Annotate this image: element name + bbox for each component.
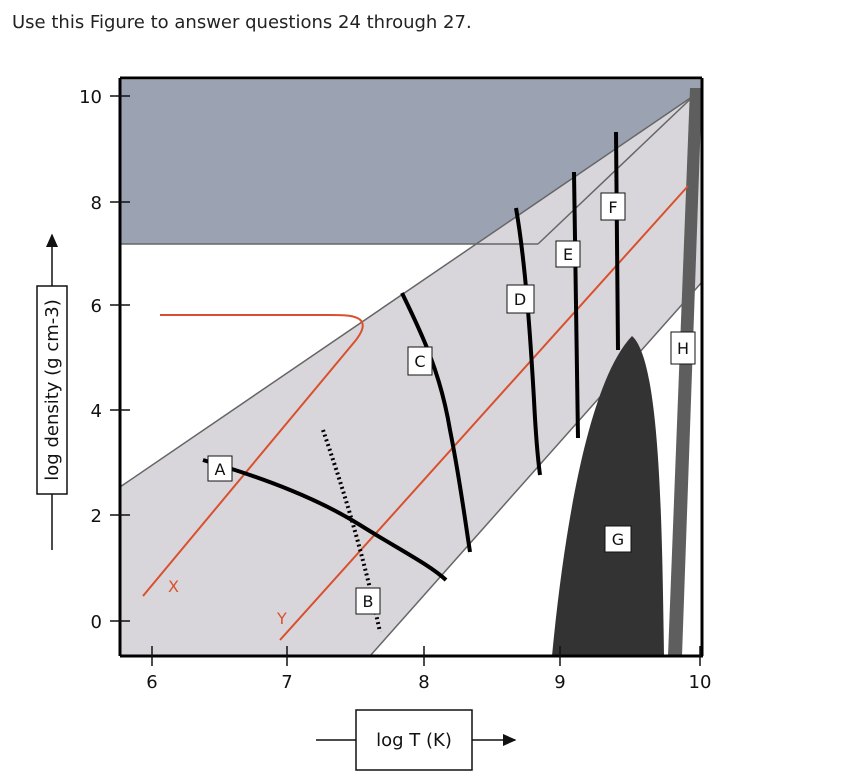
svg-text:D: D bbox=[514, 290, 526, 309]
y-axis-title: log density (g cm-3) bbox=[42, 299, 63, 480]
label-e: E bbox=[555, 240, 581, 268]
curve-a bbox=[202, 458, 448, 582]
curve-f bbox=[614, 131, 620, 351]
y-tick-10: 10 bbox=[79, 87, 102, 108]
curve-e bbox=[572, 171, 580, 439]
y-axis-title-group: log density (g cm-3) bbox=[36, 233, 68, 550]
x-tick-8: 8 bbox=[418, 672, 429, 693]
x-axis-title: log T (K) bbox=[376, 730, 452, 751]
label-c: C bbox=[407, 346, 433, 376]
red-line-x bbox=[142, 314, 364, 597]
label-b: B bbox=[355, 587, 381, 615]
y-tick-2: 2 bbox=[91, 506, 102, 527]
y-tick-6: 6 bbox=[91, 296, 102, 317]
svg-text:B: B bbox=[363, 592, 374, 611]
curve-d bbox=[514, 207, 542, 476]
svg-text:F: F bbox=[608, 198, 617, 217]
label-h: H bbox=[670, 331, 696, 365]
x-tick-10: 10 bbox=[689, 672, 712, 693]
svg-text:A: A bbox=[215, 460, 226, 479]
y-tick-8: 8 bbox=[91, 193, 102, 214]
label-a: A bbox=[207, 455, 233, 482]
label-d: D bbox=[506, 284, 535, 314]
band-lower-edge bbox=[369, 281, 703, 657]
region-g bbox=[552, 336, 664, 656]
label-y: Y bbox=[276, 609, 287, 628]
top-region-edge bbox=[537, 87, 703, 245]
x-axis-title-box bbox=[355, 709, 473, 771]
band-upper-edge bbox=[119, 89, 703, 488]
svg-text:C: C bbox=[414, 352, 425, 371]
label-f: F bbox=[600, 192, 626, 221]
label-x: X bbox=[168, 577, 179, 596]
question-prompt: Use this Figure to answer questions 24 t… bbox=[12, 12, 472, 33]
x-tick-7: 7 bbox=[281, 672, 292, 693]
band-h bbox=[668, 88, 702, 656]
svg-text:H: H bbox=[677, 339, 689, 358]
label-g: G bbox=[604, 525, 632, 553]
curve-c bbox=[400, 292, 472, 553]
y-axis-ticks bbox=[110, 95, 130, 622]
x-tick-9: 9 bbox=[554, 672, 565, 693]
svg-text:E: E bbox=[563, 245, 573, 264]
x-axis-ticks bbox=[151, 646, 701, 666]
y-tick-4: 4 bbox=[91, 401, 102, 422]
y-tick-0: 0 bbox=[91, 612, 102, 633]
svg-text:G: G bbox=[612, 530, 624, 549]
x-tick-6: 6 bbox=[146, 672, 157, 693]
red-line-y bbox=[279, 185, 689, 641]
